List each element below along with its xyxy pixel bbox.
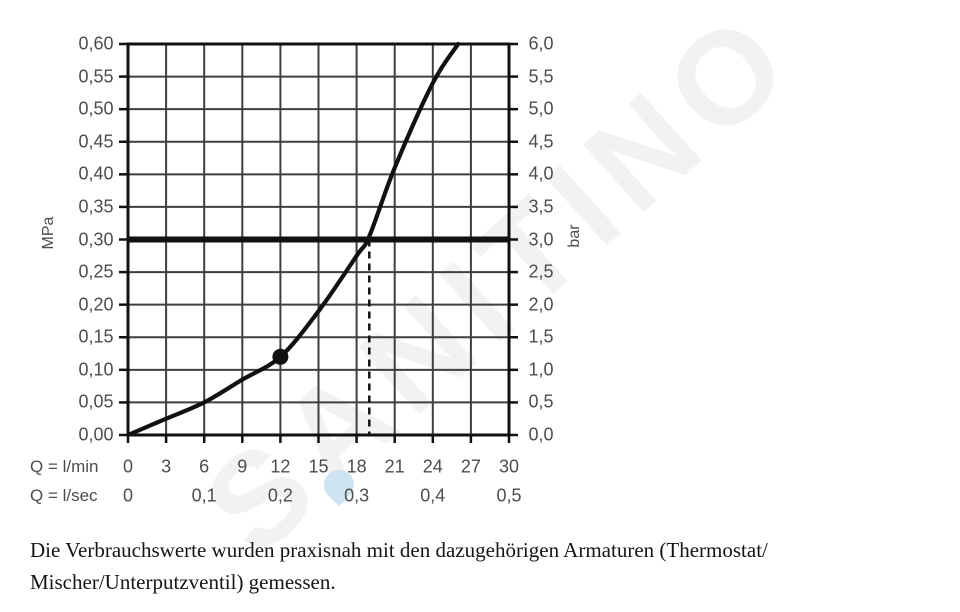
- x-axis-unit-lsec: Q = l/sec: [30, 486, 98, 505]
- y-tick-right-0,0: 0,0: [528, 424, 554, 445]
- y-tick-right-2,5: 2,5: [528, 261, 554, 282]
- x-tick-lsec-0: 0: [122, 485, 134, 506]
- y-tick-right-5,5: 5,5: [528, 66, 554, 87]
- x-tick-lmin-0: 0: [122, 456, 134, 477]
- x-tick-lmin-18: 18: [346, 456, 367, 477]
- x-tick-lsec-0,5: 0,5: [496, 485, 522, 506]
- y-tick-left-0,15: 0,15: [78, 326, 114, 347]
- x-tick-lmin-9: 9: [237, 456, 248, 477]
- x-tick-lsec-0,2: 0,2: [267, 485, 293, 506]
- x-axis-unit-lmin: Q = l/min: [30, 457, 99, 476]
- y-tick-left-0,25: 0,25: [78, 261, 114, 282]
- y-tick-left-0,30: 0,30: [78, 229, 114, 249]
- x-tick-lsec-0,1: 0,1: [191, 485, 217, 506]
- y-tick-right-0,5: 0,5: [528, 391, 554, 412]
- x-tick-lmin-12: 12: [270, 456, 291, 477]
- x-tick-lmin-30: 30: [498, 456, 520, 477]
- y-tick-right-1,0: 1,0: [528, 359, 554, 380]
- y-tick-left-0,00: 0,00: [78, 424, 114, 445]
- y-tick-right-3,5: 3,5: [528, 196, 554, 217]
- y-tick-left-0,35: 0,35: [78, 196, 114, 217]
- y-tick-right-4,0: 4,0: [528, 163, 554, 184]
- y-tick-right-5,0: 5,0: [528, 98, 554, 119]
- x-tick-lmin-21: 21: [384, 456, 405, 477]
- x-tick-lmin-24: 24: [422, 456, 443, 477]
- x-tick-lmin-3: 3: [161, 456, 172, 477]
- y-tick-left-0,45: 0,45: [78, 131, 114, 152]
- caption-line-2: Mischer/Unterputzventil) gemessen.: [30, 570, 336, 594]
- y-tick-left-0,50: 0,50: [78, 98, 114, 119]
- caption-line-1: Die Verbrauchswerte wurden praxisnah mit…: [30, 538, 768, 562]
- x-tick-lsec-0,4: 0,4: [420, 485, 446, 506]
- y-tick-right-1,5: 1,5: [528, 326, 554, 347]
- y-tick-left-0,20: 0,20: [78, 294, 114, 315]
- y-axis-unit-left: MPa: [40, 216, 57, 250]
- y-tick-right-2,0: 2,0: [528, 294, 554, 315]
- y-tick-left-0,10: 0,10: [78, 359, 114, 380]
- y-axis-unit-right: bar: [566, 224, 583, 248]
- y-tick-right-3,0: 3,0: [528, 229, 554, 249]
- x-tick-lmin-6: 6: [199, 456, 210, 477]
- y-tick-left-0,05: 0,05: [78, 391, 114, 412]
- y-tick-left-0,40: 0,40: [78, 163, 114, 184]
- y-tick-right-6,0: 6,0: [528, 33, 554, 54]
- x-tick-lmin-15: 15: [308, 456, 329, 477]
- y-tick-left-0,60: 0,60: [78, 33, 114, 54]
- y-tick-right-4,5: 4,5: [528, 131, 554, 152]
- x-tick-lmin-27: 27: [460, 456, 481, 477]
- y-tick-left-0,55: 0,55: [78, 66, 114, 87]
- x-tick-lsec-0,3: 0,3: [344, 485, 370, 506]
- caption: Die Verbrauchswerte wurden praxisnah mit…: [30, 534, 950, 598]
